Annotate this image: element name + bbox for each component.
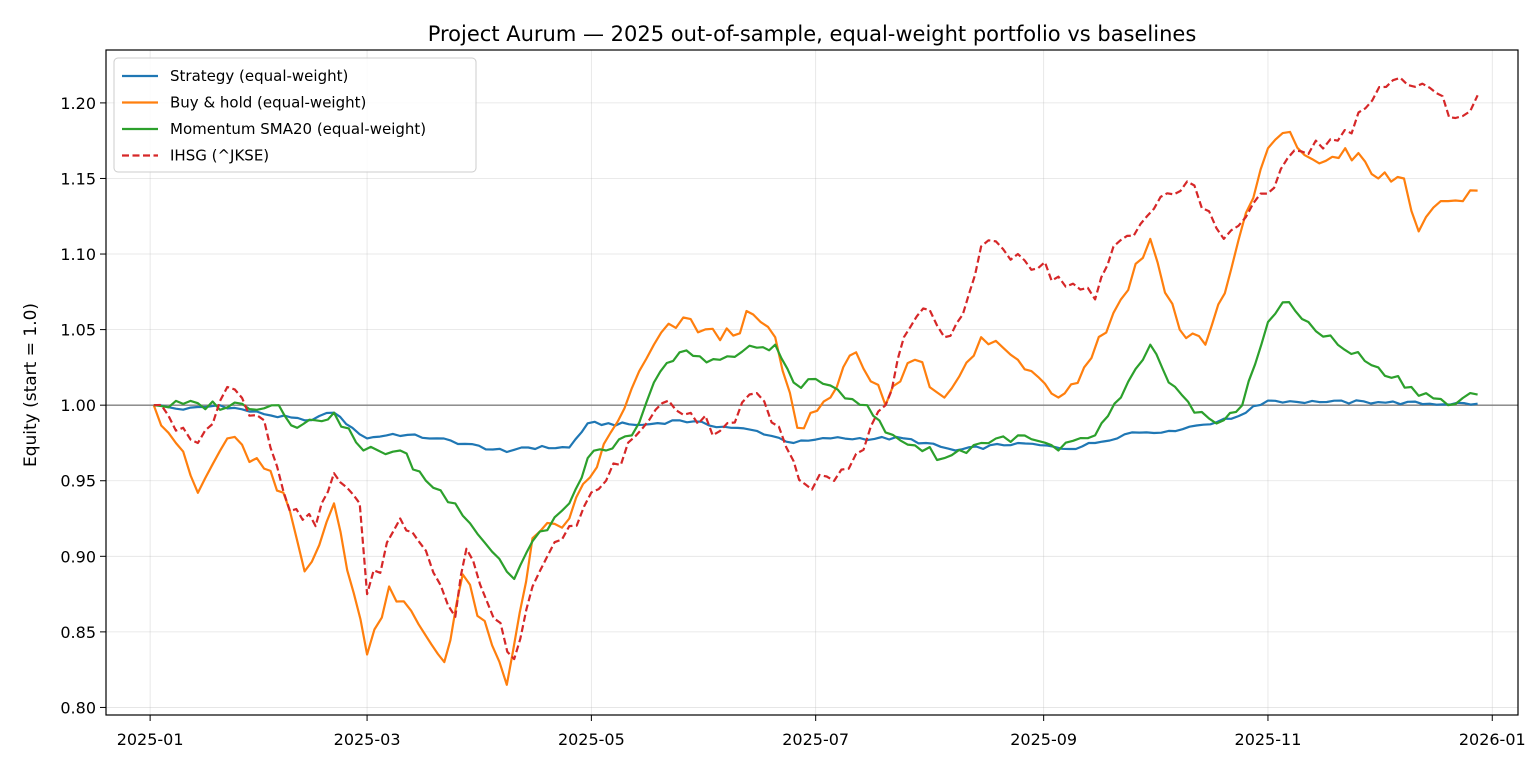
series-line-4 <box>153 76 1479 661</box>
x-tick-label: 2026-01 <box>1459 730 1526 749</box>
legend-entry-label: Momentum SMA20 (equal-weight) <box>170 120 426 138</box>
y-tick-label: 0.90 <box>60 547 96 566</box>
axis-ticks: 0.80 0.85 0.90 0.95 1.00 1.05 1.10 1.15 1.20 2025… <box>60 94 1525 749</box>
y-tick-label: 0.80 <box>60 698 96 717</box>
y-tick-label: 1.00 <box>60 396 96 415</box>
series-line-1 <box>153 399 1478 454</box>
y-tick-label: 1.10 <box>60 245 96 264</box>
y-tick-label: 0.95 <box>60 472 96 491</box>
series-line-2 <box>152 130 1478 686</box>
y-tick-label: 0.85 <box>60 623 96 642</box>
y-tick-label: 1.20 <box>60 94 96 113</box>
x-tick-label: 2025-01 <box>117 730 184 749</box>
legend-entry-label: IHSG (^JKSE) <box>170 147 269 165</box>
series-layer <box>152 76 1479 686</box>
plot-frame <box>105 49 1519 716</box>
y-tick-label: 1.15 <box>60 169 96 188</box>
y-axis-label: Equity (start = 1.0) <box>21 303 41 467</box>
chart-title: Project Aurum — 2025 out-of-sample, equa… <box>428 22 1197 46</box>
x-tick-label: 2025-09 <box>1010 730 1077 749</box>
series-line-3 <box>153 301 1478 581</box>
y-tick-label: 1.05 <box>60 321 96 340</box>
legend-entry-label: Strategy (equal-weight) <box>170 67 348 85</box>
x-tick-label: 2025-11 <box>1235 730 1302 749</box>
legend-box <box>113 57 477 173</box>
legend: Strategy (equal-weight) Buy & hold (equal… <box>113 57 477 173</box>
x-tick-label: 2025-07 <box>782 730 849 749</box>
x-tick-label: 2025-03 <box>334 730 401 749</box>
legend-entry-label: Buy & hold (equal-weight) <box>170 94 366 112</box>
x-tick-label: 2025-05 <box>558 730 625 749</box>
